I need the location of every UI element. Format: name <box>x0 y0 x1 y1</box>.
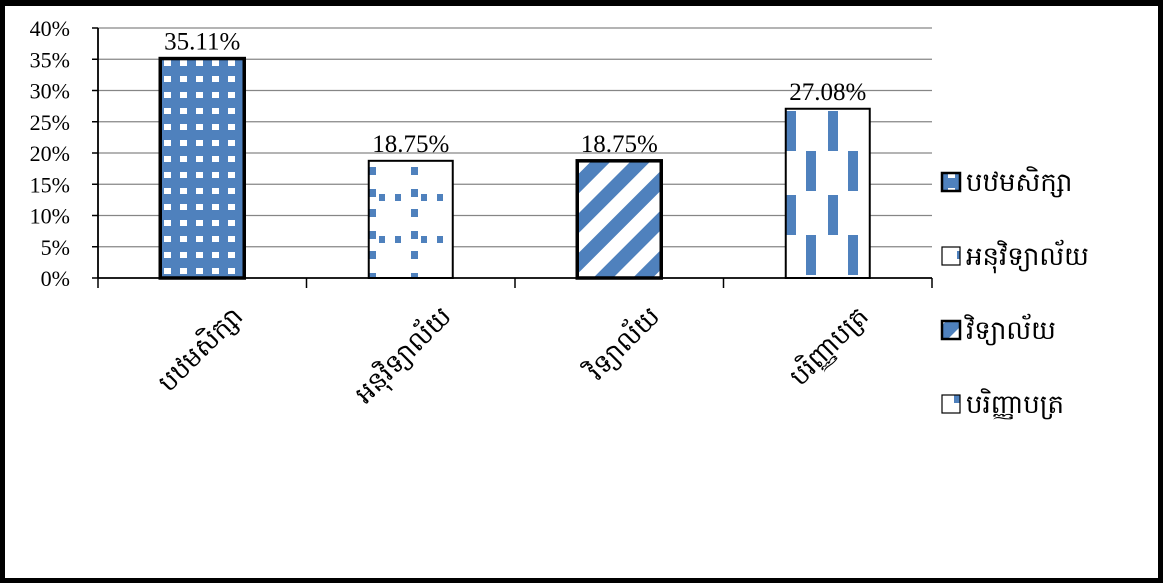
y-tick-label: 10% <box>30 204 70 229</box>
y-tick-label: 30% <box>30 79 70 104</box>
y-tick-labels: 0% 5% 10% 15% 20% 25% 30% 35% 40% <box>30 16 70 291</box>
y-tick-label: 25% <box>30 110 70 135</box>
bar <box>158 56 246 280</box>
data-label: 35.11% <box>164 29 240 56</box>
x-tick-labels: បឋមសិក្សា អនុវិទ្យាល័យ វិទ្យាល័យ បរិញ្ញាបត្… <box>151 300 874 412</box>
bar <box>784 107 871 279</box>
legend-swatch <box>940 319 962 341</box>
y-tick-label: 15% <box>30 172 70 197</box>
legend-swatch <box>941 246 961 266</box>
x-tick-label: បរិញ្ញាបត្រ <box>783 300 875 392</box>
y-tick-label: 5% <box>41 235 70 260</box>
legend-swatch <box>940 171 962 193</box>
x-tick-label: បឋមសិក្សា <box>151 300 249 398</box>
x-tick-label: អនុវិទ្យាល័យ <box>347 300 459 412</box>
bars <box>158 56 871 280</box>
bar <box>367 159 454 279</box>
legend-item: បរិញ្ញាបត្រ <box>941 388 1064 420</box>
legend-item: អនុវិទ្យាល័យ <box>941 239 1089 274</box>
legend-item: បឋមសិក្សា <box>940 166 1072 198</box>
y-tick-label: 20% <box>30 141 70 166</box>
data-labels: 35.11% 18.75% 18.75% 27.08% <box>164 29 866 158</box>
axes <box>97 28 933 288</box>
y-tick-label: 40% <box>30 16 70 41</box>
data-label: 27.08% <box>789 79 866 106</box>
legend: បឋមសិក្សាអនុវិទ្យាល័យវិទ្យាល័យបរិញ្ញាបត្… <box>940 166 1089 420</box>
y-tick-label: 0% <box>41 266 70 291</box>
bar <box>575 159 663 280</box>
y-tick-label: 35% <box>30 47 70 72</box>
legend-swatch <box>941 394 961 414</box>
legend-label: អនុវិទ្យាល័យ <box>966 239 1089 274</box>
legend-label: វិទ្យាល័យ <box>964 313 1056 346</box>
data-label: 18.75% <box>372 131 449 158</box>
data-label: 18.75% <box>581 131 658 158</box>
x-tick-label: វិទ្យាល័យ <box>578 300 666 388</box>
legend-item: វិទ្យាល័យ <box>940 313 1056 346</box>
legend-label: បឋមសិក្សា <box>966 166 1072 198</box>
legend-label: បរិញ្ញាបត្រ <box>966 388 1064 420</box>
